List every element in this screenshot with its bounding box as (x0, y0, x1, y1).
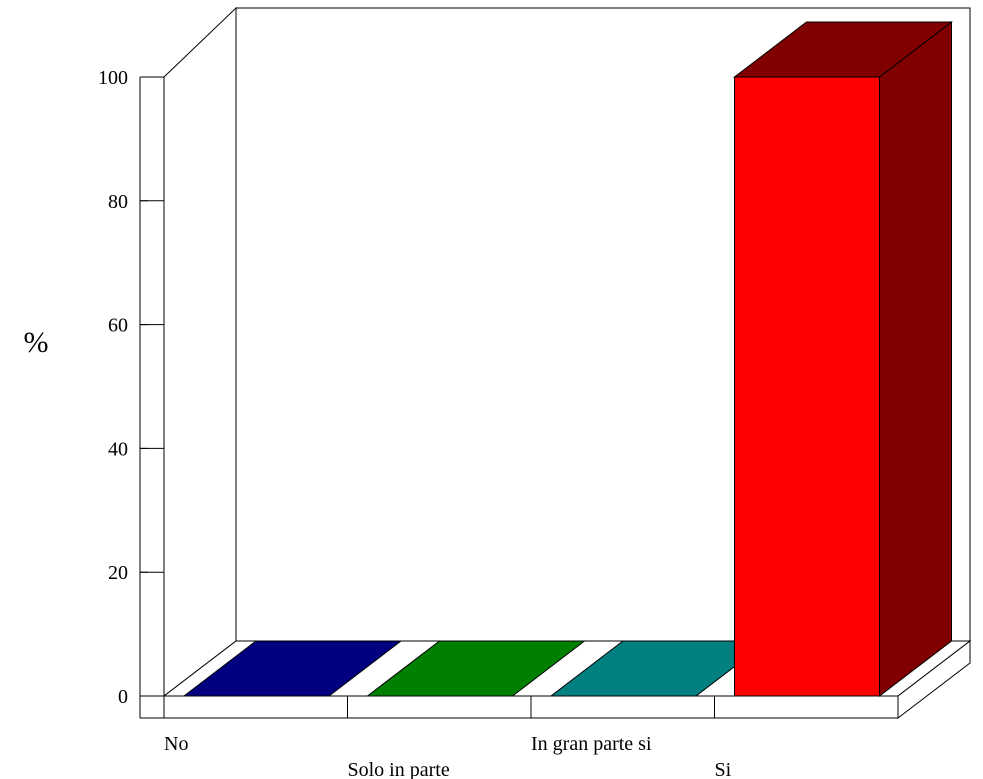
bar-front (734, 76, 880, 697)
y-tick-label: 100 (98, 67, 128, 89)
x-labels: No Solo in parte In gran parte si Si (164, 733, 732, 779)
bar-side (879, 20, 952, 698)
bars (182, 20, 953, 698)
y-tick-label: 60 (108, 315, 128, 337)
x-tick-label: In gran parte si (531, 733, 652, 755)
y-axis: 0 20 40 60 80 100 % (24, 67, 164, 719)
bar-1 (366, 640, 586, 697)
y-tick-label: 40 (108, 438, 128, 460)
y-ticks: 0 20 40 60 80 100 (98, 67, 164, 708)
y-tick-label: 80 (108, 191, 128, 213)
bar-0 (182, 640, 403, 697)
bar-top (733, 21, 953, 78)
bar-top (182, 640, 403, 697)
x-tick-label: No (164, 733, 188, 755)
y-tick-label: 0 (118, 686, 128, 708)
left-wall (163, 6, 237, 698)
x-tick-label: Si (715, 759, 732, 779)
y-axis-label: % (24, 326, 49, 359)
x-dividers (347, 696, 715, 718)
y-tick-label: 20 (108, 562, 128, 584)
floor-right-edge (897, 639, 971, 720)
bar-top (366, 640, 586, 697)
bar-3 (733, 20, 953, 698)
x-tick-label: Solo in parte (348, 759, 450, 779)
